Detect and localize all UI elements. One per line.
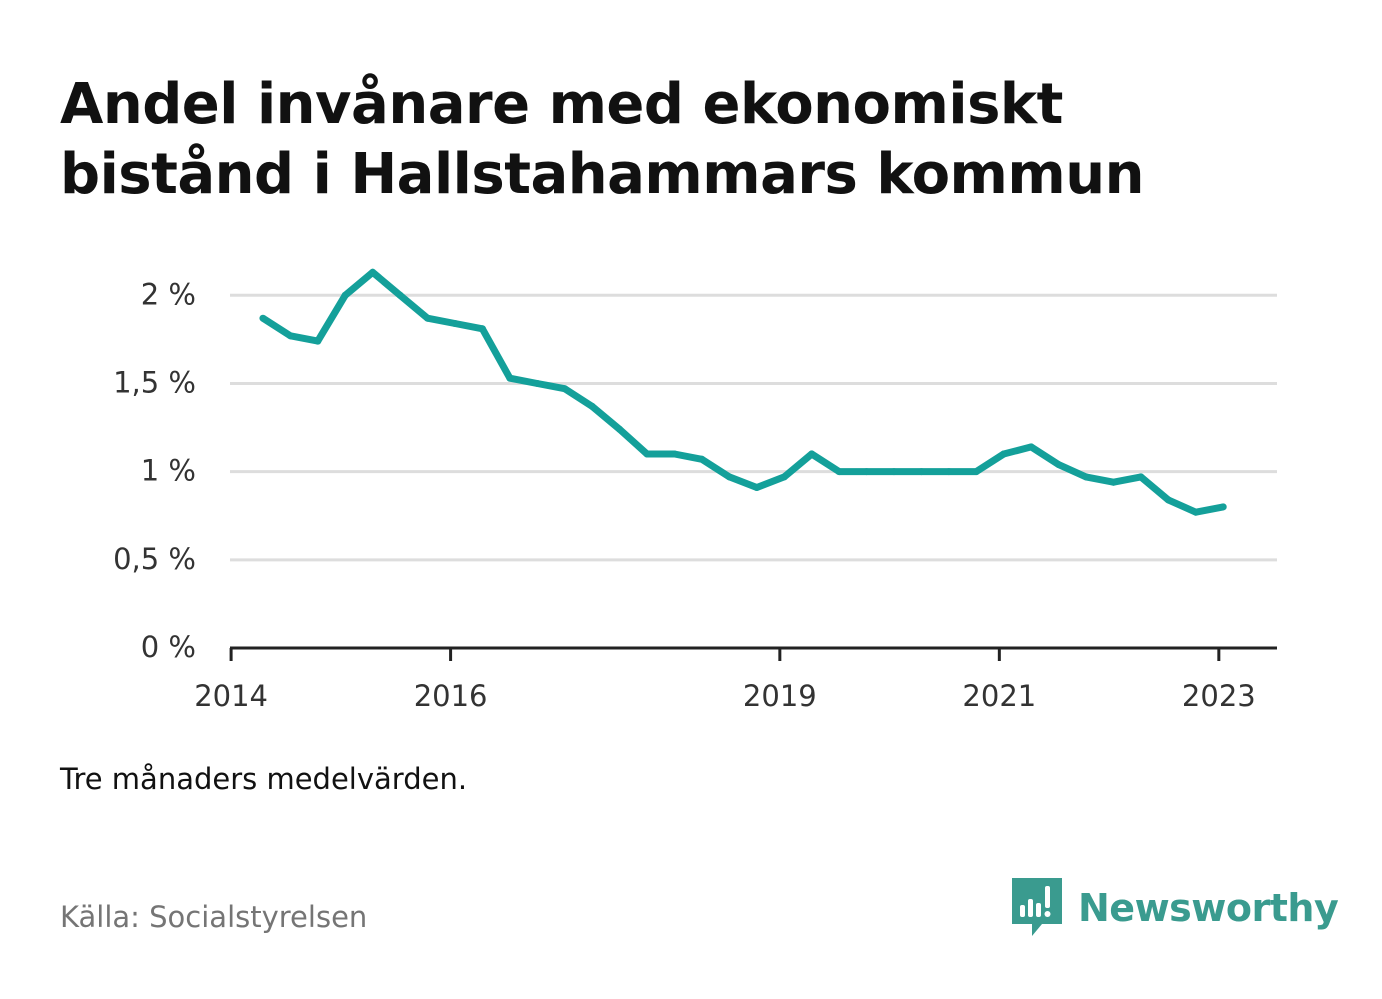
brand-name: Newsworthy [1078, 886, 1339, 930]
data-point [1055, 461, 1063, 469]
chart-title: Andel invånare med ekonomiskt bistånd i … [60, 70, 1320, 210]
x-tick-label: 2021 [962, 679, 1036, 713]
y-tick-label: 1,5 % [113, 365, 196, 399]
y-tick-label: 2 % [141, 277, 196, 311]
x-tick-label: 2014 [194, 679, 268, 713]
data-point [341, 291, 349, 299]
data-point [1082, 473, 1090, 481]
series-layer [259, 268, 1227, 516]
data-point [506, 374, 514, 382]
data-point [643, 450, 651, 458]
data-point [780, 473, 788, 481]
chart-title-line-1: Andel invånare med ekonomiskt [60, 72, 1063, 137]
data-point [863, 468, 871, 476]
data-point [1027, 443, 1035, 451]
chart-note: Tre månaders medelvärden. [60, 762, 468, 796]
source-credit: Källa: Socialstyrelsen [60, 900, 368, 934]
data-point [369, 268, 377, 276]
data-point [396, 291, 404, 299]
data-point [1164, 496, 1172, 504]
series-line [261, 268, 1224, 516]
brand-logo: Newsworthy [1012, 878, 1339, 938]
data-point [259, 314, 267, 322]
data-point [451, 319, 459, 327]
data-point [917, 468, 925, 476]
data-point [1109, 478, 1117, 486]
data-point [725, 473, 733, 481]
data-point [972, 468, 980, 476]
y-axis-labels: 0 % 0,5 % 1 % 1,5 % 2 % [113, 277, 196, 664]
data-point [670, 450, 678, 458]
data-point [1192, 508, 1200, 516]
data-point [1219, 503, 1227, 511]
x-tick-label: 2023 [1182, 679, 1256, 713]
data-point [561, 385, 569, 393]
data-point [588, 402, 596, 410]
data-point [286, 332, 294, 340]
data-point [808, 450, 816, 458]
newsworthy-logo-icon [1012, 878, 1062, 936]
y-tick-label: 0 % [141, 630, 196, 664]
line-chart: 0 % 0,5 % 1 % 1,5 % 2 % 2014 2016 2019 2021 2023 [113, 268, 1277, 713]
data-point [835, 468, 843, 476]
data-point [890, 468, 898, 476]
data-point [424, 314, 432, 322]
data-point [314, 337, 322, 345]
data-point [698, 455, 706, 463]
y-tick-label: 1 % [141, 454, 196, 488]
x-axis-labels: 2014 2016 2019 2021 2023 [194, 679, 1256, 713]
gridlines [230, 293, 1277, 562]
data-point [1000, 450, 1008, 458]
data-point [753, 484, 761, 492]
y-tick-label: 0,5 % [113, 542, 196, 576]
x-tick-label: 2016 [414, 679, 488, 713]
x-tick-label: 2019 [743, 679, 817, 713]
x-axis [229, 646, 1277, 661]
data-point [616, 425, 624, 433]
data-point [533, 379, 541, 387]
data-point [1137, 473, 1145, 481]
data-point [945, 468, 953, 476]
data-point [478, 325, 486, 333]
chart-title-line-2: bistånd i Hallstahammars kommun [60, 142, 1145, 207]
